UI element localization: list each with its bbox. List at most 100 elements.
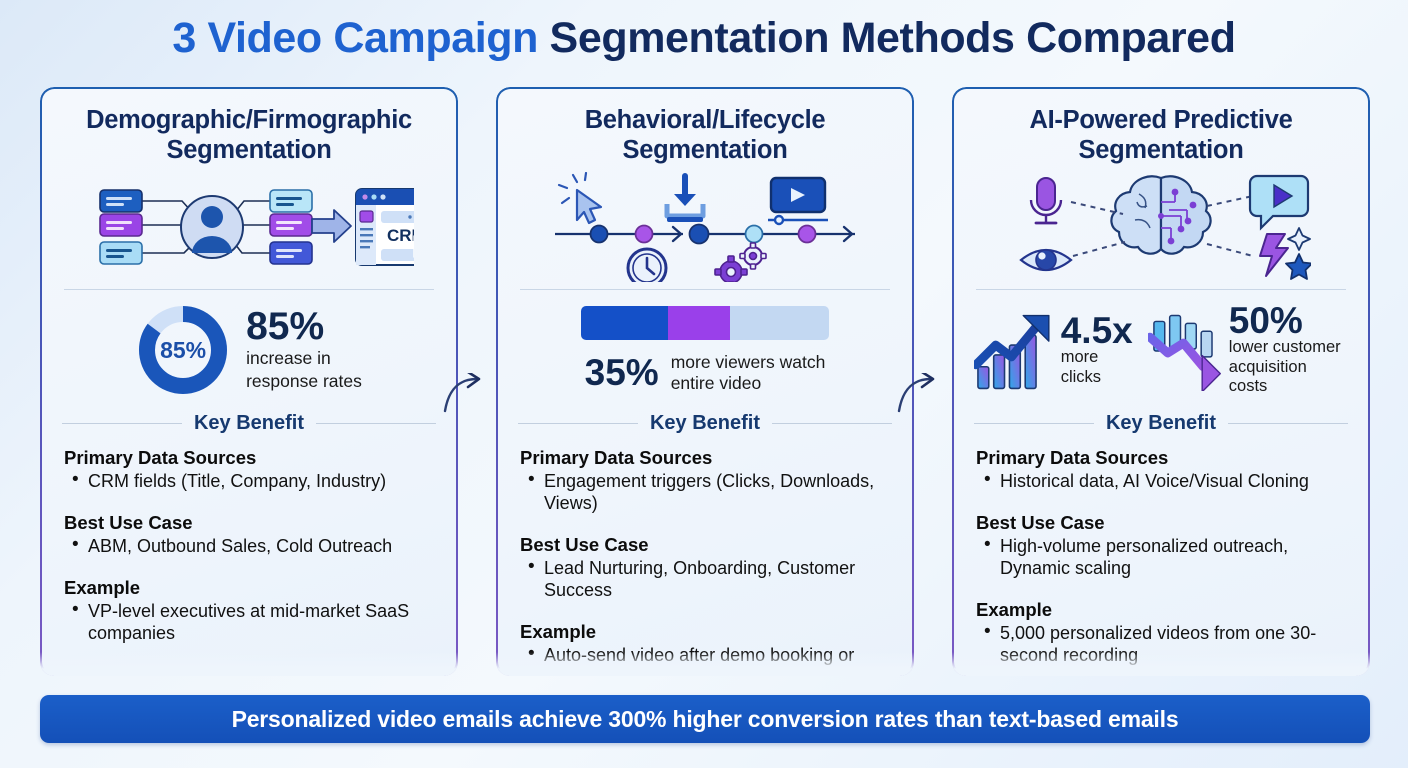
column-3-group-sources: Primary Data Sources Historical data, AI… [976,447,1348,492]
column-3-stat-value-2: 50% [1228,300,1303,342]
data-chip [269,189,313,213]
column-1-stat-sub2: response rates [246,371,362,391]
key-benefit-label: Key Benefit [1105,412,1217,434]
list-item: ABM, Outbound Sales, Cold Outreach [64,534,436,557]
column-1-stat-sub1: increase in [246,348,331,368]
column-3-stat-sub-2b: acquisition costs [1228,357,1307,396]
heading-best-use-case: Best Use Case [976,512,1105,533]
bar-segment-blue [581,306,668,340]
column-3-key-benefit-rule: Key Benefit [974,412,1348,435]
columns-container: Demographic/Firmographic Segmentation [40,87,1370,676]
column-2-stat-sub2: entire video [670,373,762,393]
column-3-stat-sub-1: more clicks [1060,348,1102,386]
video-chat-icon [1248,174,1310,231]
column-1-group-example: Example VP-level executives at mid-marke… [64,577,436,644]
column-3-group-usecase: Best Use Case High-volume personalized o… [976,512,1348,579]
column-2-key-benefit-rule: Key Benefit [518,412,892,435]
cursor-click-icon [557,172,588,205]
column-1-divider [64,289,434,290]
svg-text:CRM: CRM [387,226,414,245]
column-2-title-line1: Behavioral/Lifecycle [584,106,826,134]
segmented-bar-chart [581,306,829,340]
column-2-example-list: Auto-send video after demo booking or fo… [520,643,892,676]
dashed-connectors [1070,195,1254,257]
bar-segment-light [729,306,829,340]
brain-icon [1110,175,1212,255]
bottom-banner: Personalized video emails achieve 300% h… [40,695,1370,743]
column-3-stat-text-1: 4.5x more clicks [1060,312,1142,387]
column-2-title-line2: Segmentation [622,136,788,164]
column-3-title-line2: Segmentation [1078,136,1244,164]
heading-primary-data-sources: Primary Data Sources [976,447,1169,468]
page-title-highlight: 3 Video Campaign [172,14,538,62]
column-2-group-usecase: Best Use Case Lead Nurturing, Onboarding… [520,534,892,601]
page-title-rest: Segmentation Methods Compared [538,14,1236,62]
rule-right [1228,423,1348,424]
cursor-arrow-icon [575,188,603,225]
column-3-sources-list: Historical data, AI Voice/Visual Cloning [976,469,1348,492]
behavior-timeline-illustration [555,172,855,282]
column-3-title-line1: AI-Powered Predictive [1029,106,1293,134]
column-1-stat-value: 85% [246,305,325,348]
gears-icon [714,242,767,282]
key-benefit-label: Key Benefit [649,412,761,434]
column-3-icon-band [974,171,1348,283]
column-3-group-example: Example 5,000 personalized videos from o… [976,599,1348,666]
donut-chart-85: 85% [136,303,230,397]
list-item: High-volume personalized outreach, Dynam… [976,534,1348,579]
column-3-stat: 4.5x more clicks [974,290,1348,410]
arrow-right-icon [311,209,352,243]
column-3-stat-item-1: 4.5x more clicks [974,309,1142,391]
column-2-sources-list: Engagement triggers (Clicks, Downloads, … [520,469,892,514]
rule-left [62,423,182,424]
data-chip [99,241,143,265]
data-chip [269,241,313,265]
heading-primary-data-sources: Primary Data Sources [64,447,257,468]
user-avatar-icon [180,195,244,259]
column-1-title-line1: Demographic/Firmographic [86,106,412,134]
list-item: Historical data, AI Voice/Visual Cloning [976,469,1348,492]
column-1-group-sources: Primary Data Sources CRM fields (Title, … [64,447,436,492]
column-1-example-list: VP-level executives at mid-market SaaS c… [64,599,436,644]
heading-best-use-case: Best Use Case [64,512,193,533]
rule-left [518,423,638,424]
list-item: 5,000 personalized videos from one 30-se… [976,621,1348,666]
column-2-group-example: Example Auto-send video after demo booki… [520,621,892,676]
bottom-banner-text: Personalized video emails achieve 300% h… [231,705,1179,732]
microphone-icon [1029,177,1063,225]
list-item: VP-level executives at mid-market SaaS c… [64,599,436,644]
list-item: Engagement triggers (Clicks, Downloads, … [520,469,892,514]
column-1-usecase-list: ABM, Outbound Sales, Cold Outreach [64,534,436,557]
column-2-divider [520,289,890,290]
column-3-details: Primary Data Sources Historical data, AI… [974,447,1348,666]
column-1-icon-band: CRM [62,171,436,283]
crm-window-icon: CRM [355,188,414,266]
column-2-details: Primary Data Sources Engagement triggers… [518,447,892,676]
heading-example: Example [64,577,141,598]
growth-chart-up-icon [974,314,1050,390]
list-item: Auto-send video after demo booking or fo… [520,643,892,676]
column-2-stat-value: 35% [584,352,659,393]
column-3-title: AI-Powered Predictive Segmentation [974,105,1348,165]
column-2-usecase-list: Lead Nurturing, Onboarding, Customer Suc… [520,556,892,601]
declining-chart-down-icon [1147,314,1221,391]
column-3-example-list: 5,000 personalized videos from one 30-se… [976,621,1348,666]
spark-bolt-icon [1259,227,1311,280]
column-2-stat-text: 35% more viewers watch entire video [526,352,884,394]
column-ai-powered-predictive: AI-Powered Predictive Segmentation [952,87,1370,676]
clock-icon [626,247,668,282]
column-1-title-line2: Segmentation [166,136,332,164]
column-1-stat-text: 85% increase in response rates [246,305,362,392]
download-icon [664,173,706,222]
column-1-stat: 85% 85% increase in response rates [62,290,436,410]
donut-center-label: 85% [160,336,207,363]
rule-right [772,423,892,424]
column-2-stat-sub: more viewers watch entire video [671,352,826,394]
column-2-group-sources: Primary Data Sources Engagement triggers… [520,447,892,514]
heading-best-use-case: Best Use Case [520,534,649,555]
list-item: Lead Nurturing, Onboarding, Customer Suc… [520,556,892,601]
data-chip [99,213,143,237]
bar-segment-purple [667,306,730,340]
column-1-key-benefit-rule: Key Benefit [62,412,436,435]
column-3-stat-text-2: 50% lower customer acquisition costs [1228,300,1348,397]
